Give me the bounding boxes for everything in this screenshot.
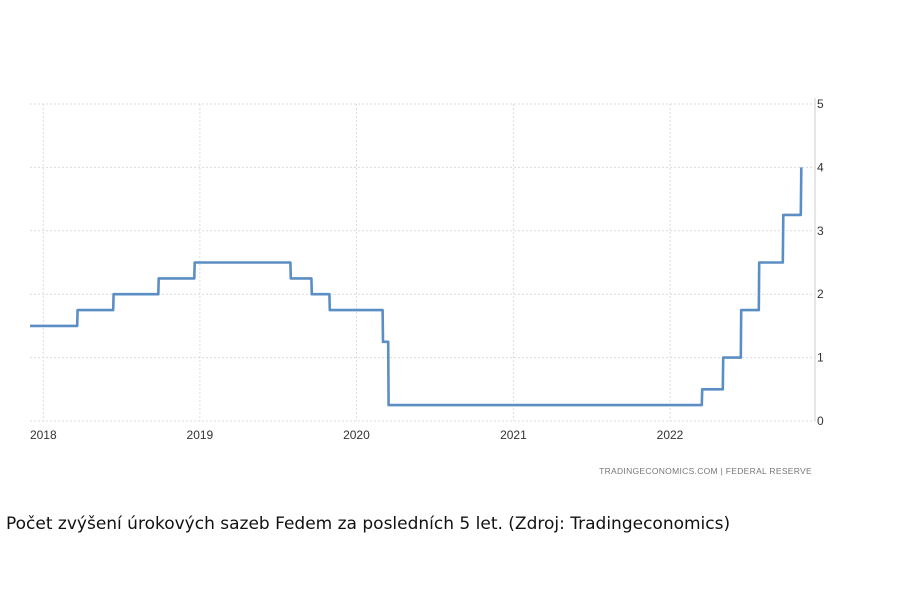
- y-tick-label: 5: [817, 97, 824, 111]
- y-tick-label: 3: [817, 224, 824, 238]
- x-tick-label: 2021: [500, 428, 527, 442]
- y-tick-label: 4: [817, 160, 824, 174]
- x-tick-label: 2020: [343, 428, 370, 442]
- y-axis: 0 1 2 3 4 5: [814, 97, 824, 428]
- source-label: TRADINGECONOMICS.COM | FEDERAL RESERVE: [599, 466, 812, 476]
- series-line: [30, 167, 803, 407]
- series-group: [30, 167, 803, 407]
- x-tick-label: 2018: [30, 428, 57, 442]
- x-tick-label: 2019: [187, 428, 214, 442]
- x-axis: 2018 2019 2020 2021 2022: [30, 428, 684, 442]
- grid: [30, 103, 815, 422]
- x-tick-label: 2022: [657, 428, 684, 442]
- y-tick-label: 2: [817, 287, 824, 301]
- y-tick-label: 1: [817, 351, 824, 365]
- chart-container: 2018 2019 2020 2021 2022 0 1 2 3 4 5 TRADINGECONO…: [30, 97, 824, 476]
- y-tick-label: 0: [817, 414, 824, 428]
- figure-caption: Počet zvýšení úrokových sazeb Fedem za p…: [6, 514, 731, 534]
- rate-chart: 2018 2019 2020 2021 2022 0 1 2 3 4 5 TRADINGECONO…: [30, 97, 824, 476]
